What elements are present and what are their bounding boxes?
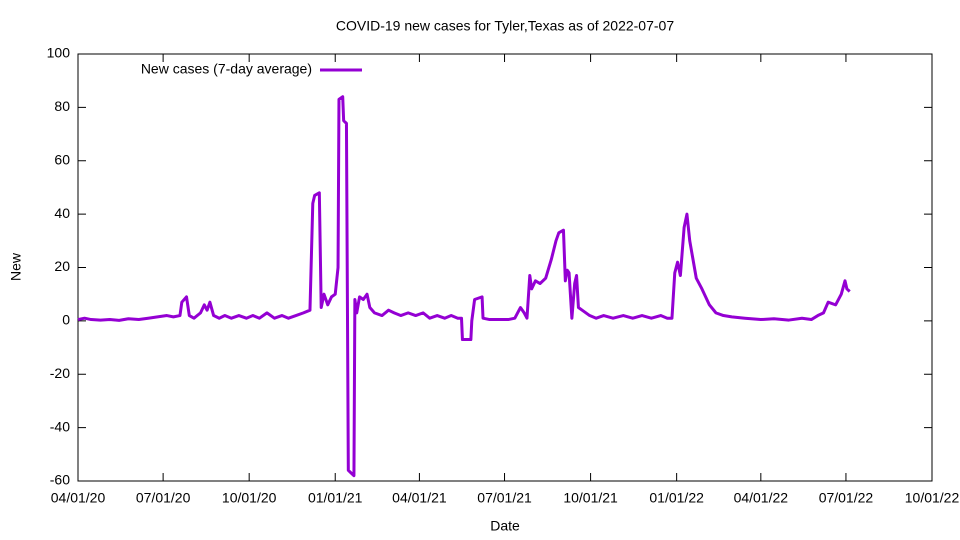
- x-tick-label: 07/01/20: [136, 490, 191, 506]
- data-line: [77, 95, 851, 478]
- x-tick-label: 10/01/21: [563, 490, 618, 506]
- y-tick-label: -40: [50, 418, 70, 434]
- x-tick-label: 04/01/22: [734, 490, 789, 506]
- y-tick-label: 20: [54, 258, 70, 274]
- x-tick-label: 10/01/20: [222, 490, 277, 506]
- x-axis-label: Date: [490, 518, 520, 534]
- y-tick-label: 60: [54, 151, 70, 167]
- x-tick-label: 01/01/22: [649, 490, 704, 506]
- x-tick-label: 07/01/22: [819, 490, 874, 506]
- chart-title: COVID-19 new cases for Tyler,Texas as of…: [336, 18, 674, 34]
- x-tick-label: 01/01/21: [308, 490, 363, 506]
- y-tick-label: -20: [50, 365, 70, 381]
- x-tick-label: 04/01/20: [51, 490, 106, 506]
- y-tick-label: 100: [47, 45, 71, 61]
- y-tick-label: -60: [50, 472, 70, 488]
- y-tick-label: 80: [54, 98, 70, 114]
- x-tick-label: 10/01/22: [905, 490, 960, 506]
- plot-frame: [77, 53, 933, 482]
- x-tick-label: 04/01/21: [392, 490, 447, 506]
- legend-label: New cases (7-day average): [141, 61, 312, 77]
- x-tick-label: 07/01/21: [477, 490, 532, 506]
- y-tick-label: 0: [62, 312, 70, 328]
- y-axis-label: New: [8, 252, 24, 281]
- y-tick-label: 40: [54, 205, 70, 221]
